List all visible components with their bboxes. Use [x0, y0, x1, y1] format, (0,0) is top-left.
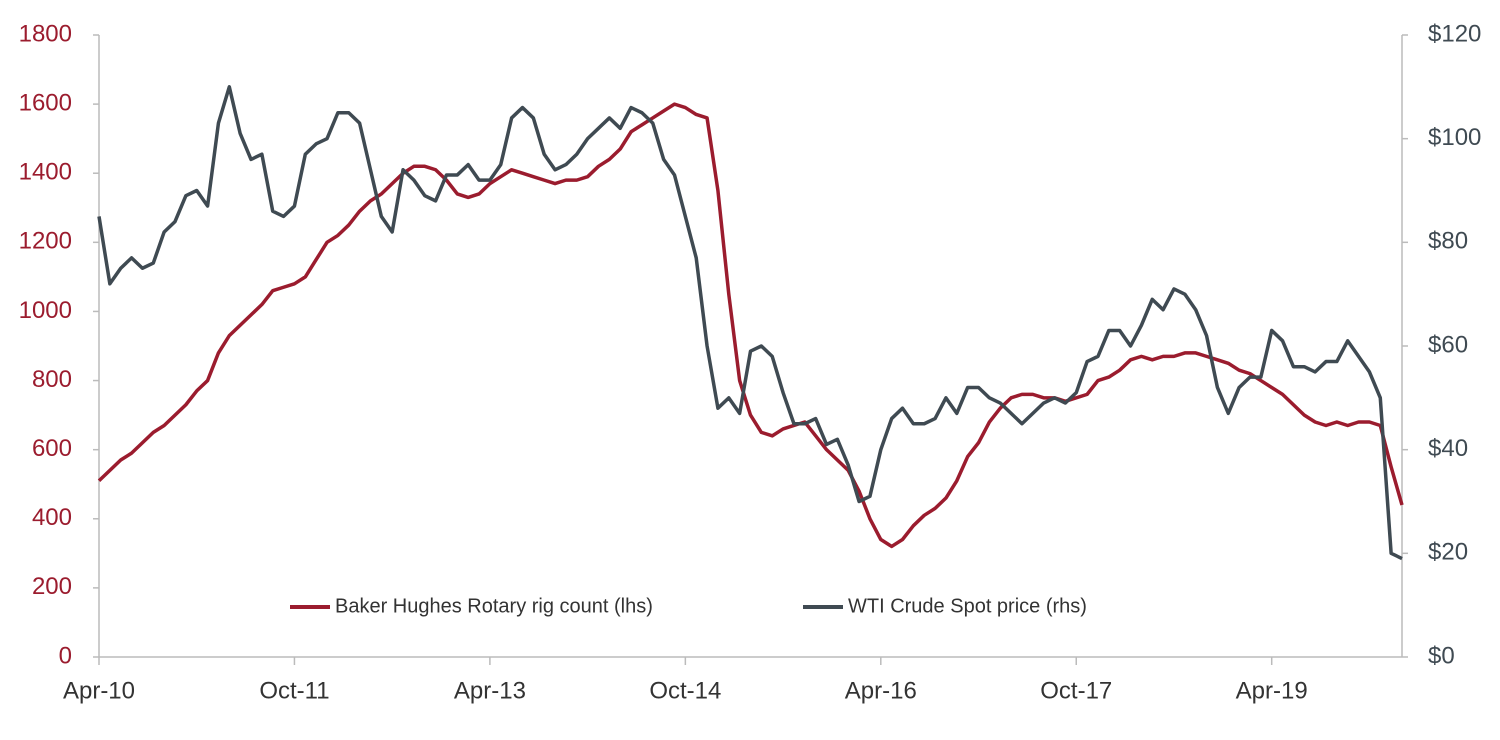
y2-tick-label: $80 — [1428, 228, 1468, 255]
series-line — [97, 85, 1403, 561]
y-tick-label: 1200 — [19, 228, 72, 255]
legend-label: WTI Crude Spot price (rhs) — [848, 595, 1087, 617]
y-tick-label: 0 — [59, 642, 72, 669]
y-tick-label: 200 — [32, 573, 72, 600]
y2-tick-label: $100 — [1428, 124, 1481, 151]
x-tick-label: Oct-14 — [649, 677, 721, 704]
x-tick-label: Apr-10 — [63, 677, 135, 704]
y-tick-label: 800 — [32, 366, 72, 393]
x-tick-label: Oct-17 — [1040, 677, 1112, 704]
y-tick-label: 1000 — [19, 297, 72, 324]
y2-tick-label: $60 — [1428, 331, 1468, 358]
y-tick-label: 1600 — [19, 89, 72, 116]
x-tick-label: Oct-11 — [259, 677, 329, 704]
legend-label: Baker Hughes Rotary rig count (lhs) — [335, 595, 653, 617]
y2-tick-label: $20 — [1428, 539, 1468, 566]
series-line — [97, 102, 1404, 549]
x-tick-label: Apr-13 — [454, 677, 526, 704]
y-tick-label: 400 — [32, 504, 72, 531]
x-tick-label: Apr-19 — [1236, 677, 1308, 704]
y2-tick-label: $40 — [1428, 435, 1468, 462]
y-tick-label: 1400 — [19, 159, 72, 186]
y-tick-label: 1800 — [19, 20, 72, 47]
y2-tick-label: $0 — [1428, 642, 1455, 669]
x-tick-label: Apr-16 — [845, 677, 917, 704]
y2-tick-label: $120 — [1428, 20, 1481, 47]
y-tick-label: 600 — [32, 435, 72, 462]
